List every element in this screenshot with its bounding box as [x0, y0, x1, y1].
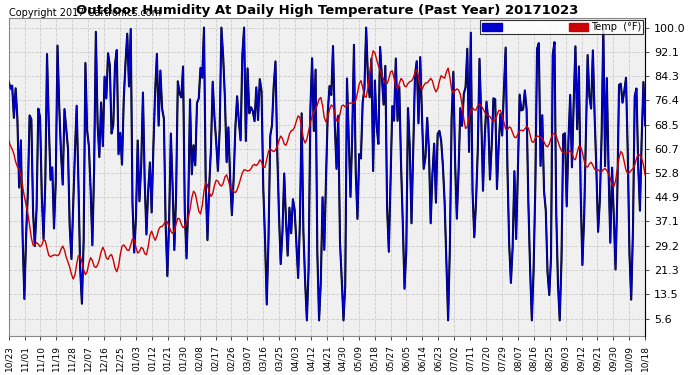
Legend: Humidity (%), Temp  (°F): Humidity (%), Temp (°F) [480, 20, 643, 34]
Text: Copyright 2017 Cartronics.com: Copyright 2017 Cartronics.com [9, 8, 161, 18]
Title: Outdoor Humidity At Daily High Temperature (Past Year) 20171023: Outdoor Humidity At Daily High Temperatu… [76, 4, 578, 17]
